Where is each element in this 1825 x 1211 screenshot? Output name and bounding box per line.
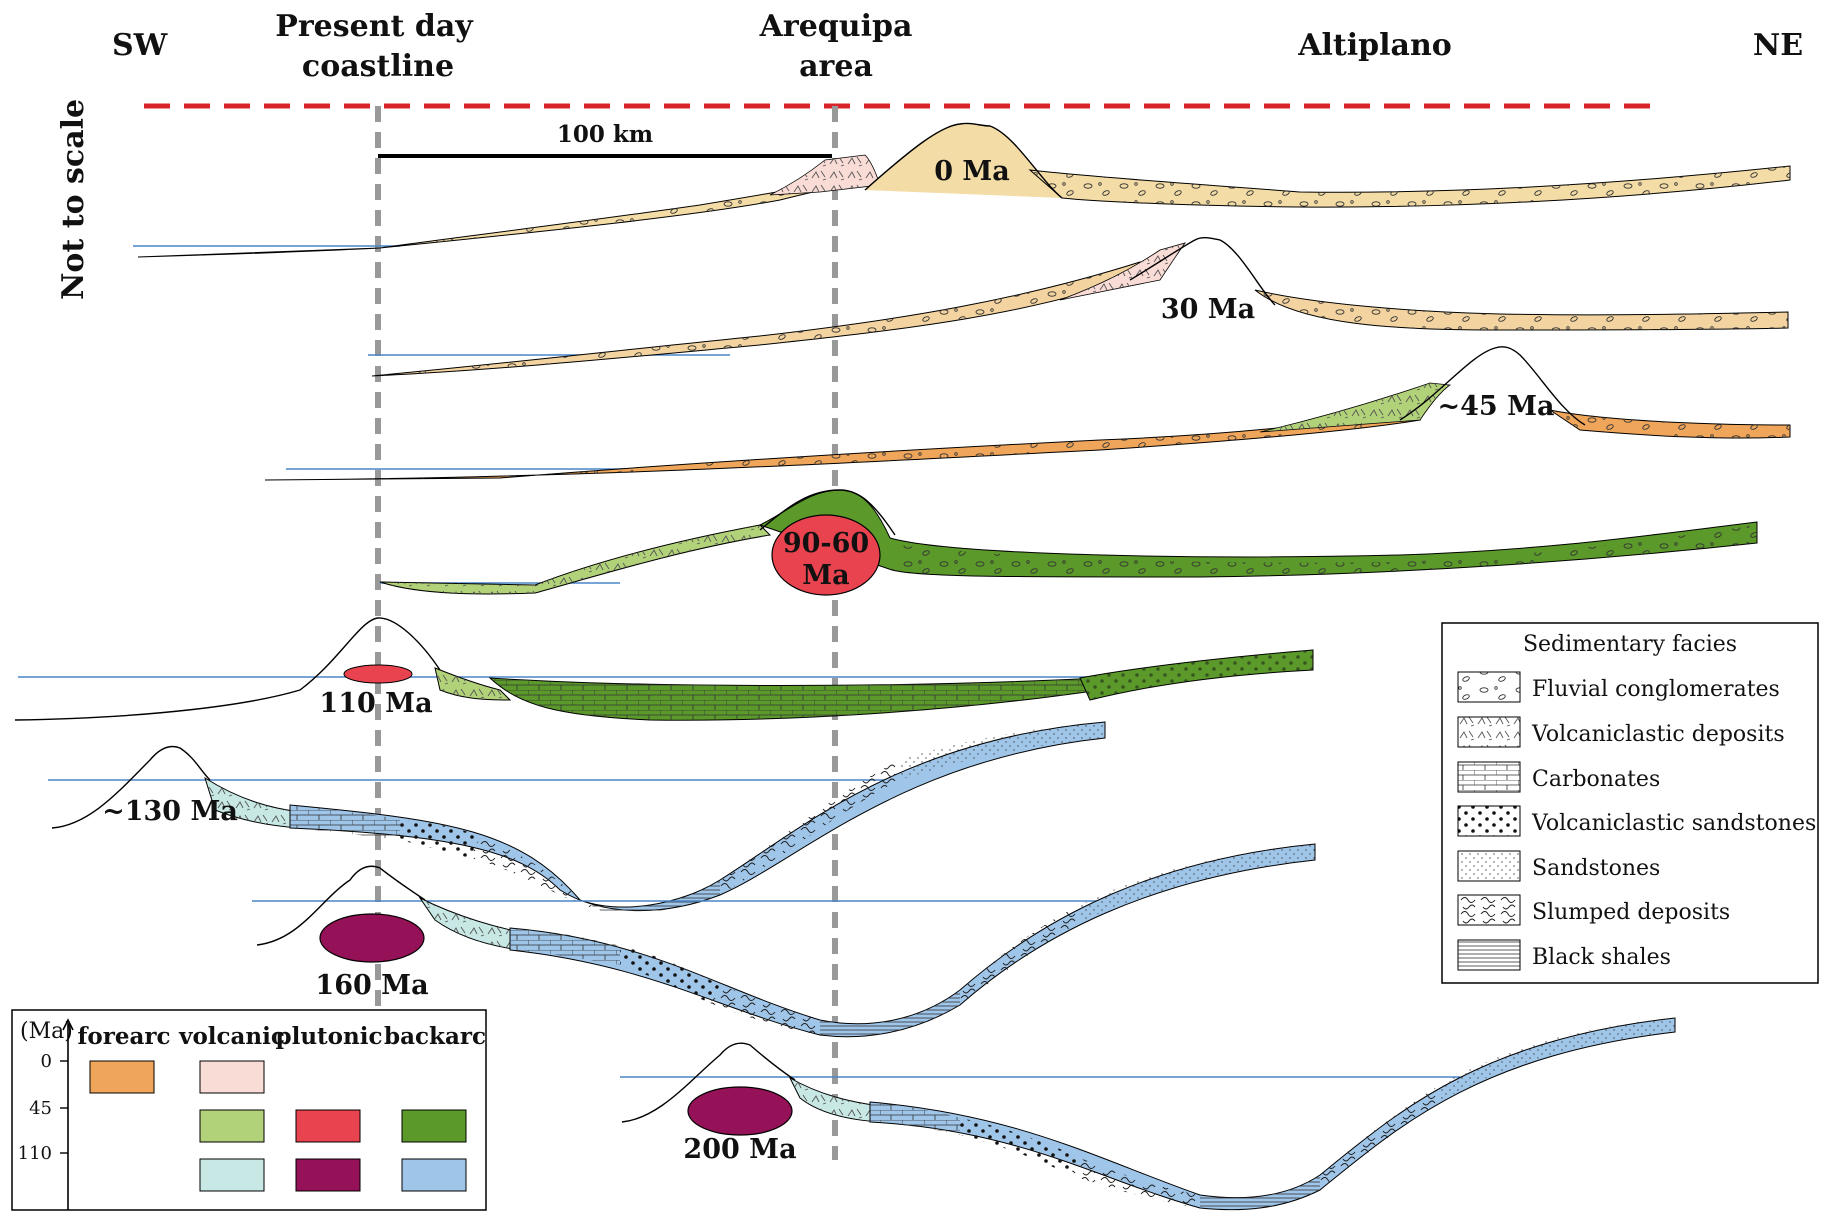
facies-item-label: Slumped deposits [1532, 900, 1730, 925]
pluton-160-ma [319, 913, 425, 963]
pluton-90-60-ma [771, 514, 881, 596]
arequipa-label-line1: Arequipa [759, 9, 913, 44]
stage-0-ma: 0 Ma [133, 122, 1791, 258]
backarc-pre110-swatch [401, 1158, 467, 1192]
color-legend: (Ma) 0 45 110 forearc volcanic plutonic … [11, 1009, 487, 1211]
stage-45-ma: ~45 Ma [264, 346, 1791, 481]
facies-item-label: Volcaniclastic deposits [1531, 722, 1785, 747]
column-backarc: backarc [384, 1023, 486, 1050]
sw-label: SW [112, 28, 169, 63]
coastline-label-line1: Present day [275, 9, 474, 44]
plutonic-pre110-swatch [295, 1158, 361, 1192]
conglomerate-swatch [1457, 671, 1521, 703]
facies-item-label: Sandstones [1532, 856, 1660, 881]
stage-200-ma: 200 Ma [620, 1017, 1676, 1211]
stage-45-ma-age: ~45 Ma [1438, 391, 1555, 422]
facies-item-label: Black shales [1532, 945, 1671, 970]
age-tick: 45 [29, 1098, 52, 1119]
stage-160-ma: 160 Ma [252, 843, 1316, 1038]
stage-0-ma-age: 0 Ma [934, 156, 1010, 187]
facies-item-label: Carbonates [1532, 767, 1660, 792]
facies-item-label: Fluvial conglomerates [1532, 677, 1780, 702]
stage-130-ma: ~130 Ma [48, 721, 1106, 914]
slumped-swatch [1457, 894, 1521, 926]
scale-bar-label: 100 km [557, 121, 653, 148]
pluton-110-ma [343, 664, 413, 684]
volcanic-pre110-swatch [199, 1158, 265, 1192]
backarc-45-110-swatch [401, 1109, 467, 1143]
column-forearc: forearc [77, 1023, 170, 1050]
stage-30-ma: 30 Ma [368, 237, 1789, 377]
arequipa-label-line2: area [799, 49, 873, 84]
carbonate-swatch [1457, 761, 1521, 793]
altiplano-label: Altiplano [1297, 28, 1452, 63]
plutonic-45-110-swatch [295, 1109, 361, 1143]
volcanic-45-110-swatch [199, 1109, 265, 1143]
stage-90-60-ma-age-line2: Ma [802, 560, 849, 591]
coastline-label-line2: coastline [302, 49, 454, 84]
age-tick: 110 [18, 1143, 52, 1164]
facies-legend-title: Sedimentary facies [1523, 632, 1737, 657]
volcaniclastic-sandstone-swatch [1457, 805, 1521, 837]
ne-label: NE [1753, 28, 1803, 63]
column-volcanic: volcanic [178, 1023, 285, 1050]
facies-item-label: Volcaniclastic sandstones [1531, 811, 1816, 836]
pluton-200-ma [687, 1086, 793, 1136]
stage-30-ma-age: 30 Ma [1161, 294, 1255, 325]
column-plutonic: plutonic [276, 1023, 383, 1050]
age-axis-unit: (Ma) [20, 1019, 73, 1044]
not-to-scale-label: Not to scale [56, 99, 91, 300]
stage-130-ma-age: ~130 Ma [102, 796, 238, 827]
stage-200-ma-age: 200 Ma [683, 1134, 796, 1165]
facies-legend: Sedimentary facies Fluvial conglomerates… [1441, 622, 1819, 984]
stage-160-ma-age: 160 Ma [315, 970, 428, 1001]
stage-90-60-ma-age-line1: 90-60 [783, 528, 869, 559]
volcaniclastic-swatch [1457, 716, 1521, 748]
forearc-0-45-swatch [89, 1060, 155, 1094]
volcanic-0-45-swatch [199, 1060, 265, 1094]
sandstone-swatch [1457, 850, 1521, 882]
stage-110-ma-age: 110 Ma [319, 688, 432, 719]
stage-110-ma: 110 Ma [14, 617, 1314, 721]
age-tick: 0 [41, 1051, 52, 1072]
black-shale-swatch [1457, 939, 1521, 971]
stage-90-60-ma: 90-60 Ma [379, 489, 1758, 596]
